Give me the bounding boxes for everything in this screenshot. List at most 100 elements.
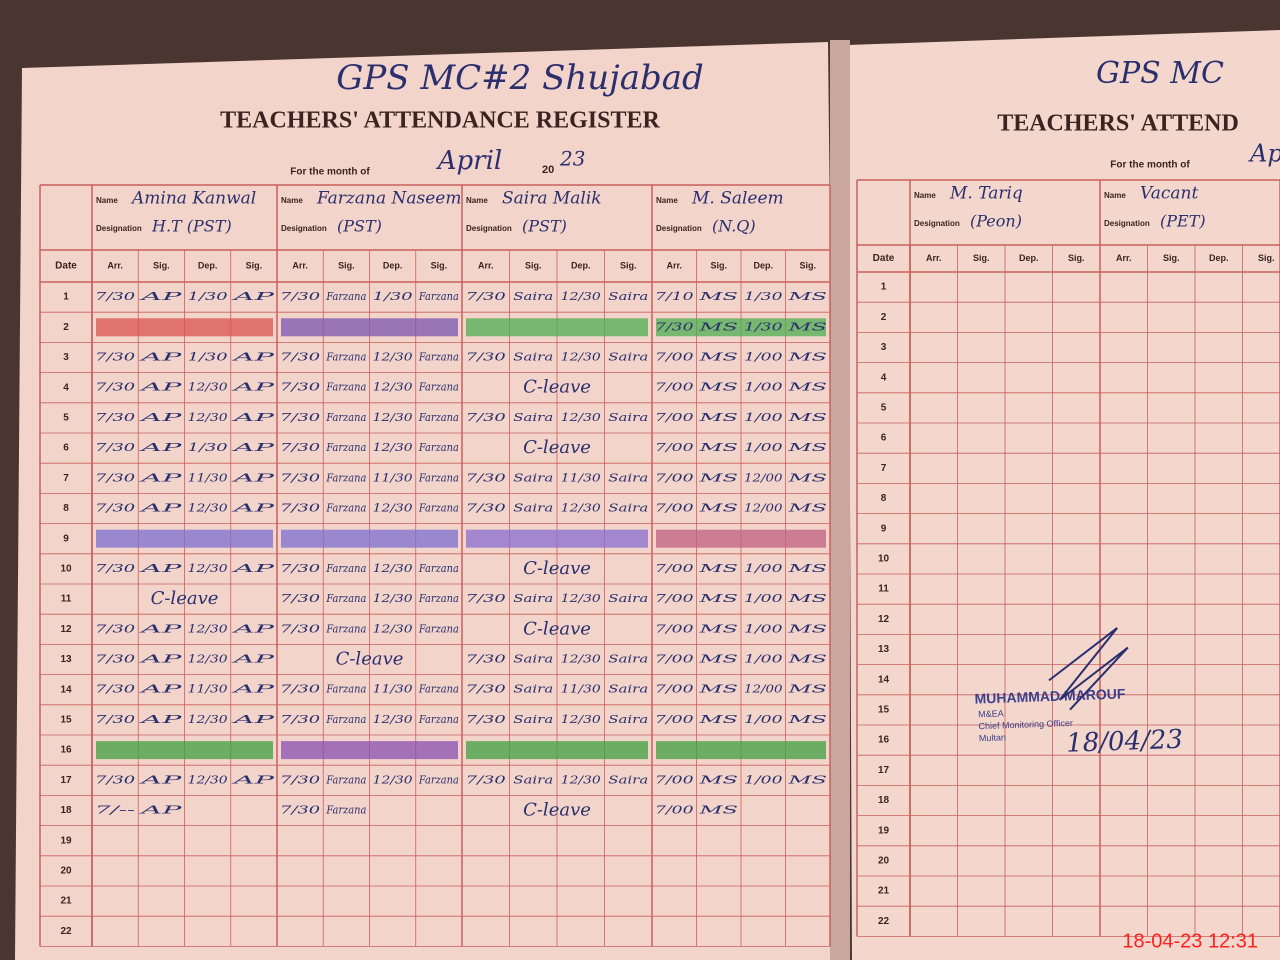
column-header: Date [55,261,77,272]
date: 17 [60,775,72,786]
attendance-entry: 1/30 [744,290,783,303]
attendance-entry: 7/30 [95,411,135,424]
name-label: Name [281,196,303,205]
attendance-entry: 7/30 [280,471,320,484]
date: 12 [60,624,72,635]
designation-label: Designation [466,224,512,233]
attendance-entry: Farzana [325,804,366,817]
column-header: Dep. [571,260,591,270]
date: 15 [878,705,890,716]
date: 11 [878,584,889,595]
attendance-entry: AP [139,441,183,454]
stamp-office: Chief Monitoring Officer [978,718,1073,731]
signature-date: 18/04/23 [1066,725,1184,759]
attendance-entry: AP [139,562,183,575]
attendance-entry: 12/30 [188,773,228,786]
teacher-designation: (Peon) [970,212,1022,231]
attendance-entry: 7/30 [466,471,506,484]
teacher-name: M. Tariq [949,184,1023,204]
school-note: GPS MC#2 Shujabad [336,58,704,98]
date: 13 [878,644,890,655]
attendance-entry: Farzana [418,622,459,635]
attendance-entry: 7/30 [280,713,320,726]
attendance-entry: Saira [513,653,553,666]
attendance-entry: AP [231,471,275,484]
attendance-entry: Saira [513,502,553,515]
attendance-entry: AP [231,653,275,666]
month: April [436,146,502,176]
attendance-entry: 7/30 [280,351,320,364]
attendance-entry: Farzana [325,773,366,786]
register-title: TEACHERS' ATTENDANCE REGISTER [220,108,660,134]
attendance-entry: 11/30 [561,683,601,696]
attendance-entry: Farzana [325,622,366,635]
designation-label: Designation [656,224,702,233]
date: 9 [63,533,69,544]
attendance-entry: 7/00 [655,592,694,605]
date: 7 [63,473,69,484]
date: 6 [881,433,887,444]
attendance-entry: 7/30 [95,471,135,484]
attendance-entry: MS [786,562,827,575]
attendance-entry: 7/00 [655,773,694,786]
attendance-entry: 7/30 [466,713,506,726]
attendance-entry: 1/00 [744,351,783,364]
school-note: GPS MC [1096,56,1224,91]
attendance-entry: MS [697,562,738,575]
attendance-entry: Saira [513,592,553,605]
attendance-entry: MS [697,441,738,454]
attendance-entry: Saira [608,713,648,726]
attendance-entry: Saira [608,773,648,786]
teacher-designation: H.T (PST) [151,217,232,236]
date: 14 [878,674,890,685]
attendance-entry: 1/30 [744,320,783,333]
attendance-entry: Farzana [418,502,459,515]
date: 21 [60,896,72,907]
attendance-entry: Farzana [418,773,459,786]
column-header: Sig. [973,253,990,263]
attendance-entry: 12/30 [561,592,601,605]
attendance-entry: 12/30 [373,502,413,515]
attendance-entry: MS [786,773,827,786]
attendance-entry: MS [786,622,827,635]
holiday-band [466,529,648,548]
attendance-entry: MS [786,290,827,303]
column-header: Arr. [666,260,682,270]
attendance-entry: 12/00 [744,683,783,696]
attendance-entry: 1/00 [744,653,783,666]
designation-label: Designation [1104,219,1150,228]
attendance-entry: 1/00 [744,381,783,394]
attendance-entry: 7/00 [655,502,694,515]
holiday-band [96,529,273,548]
attendance-entry: 7/30 [280,562,320,575]
attendance-entry: Farzana [325,683,366,696]
holiday-band [656,741,826,760]
attendance-entry: MS [786,411,827,424]
date: 3 [63,352,69,363]
attendance-entry: Farzana [325,471,366,484]
attendance-entry: 12/30 [561,290,601,303]
name-label: Name [914,191,936,200]
holiday-band [466,318,648,337]
attendance-entry: 12/30 [188,653,228,666]
attendance-entry: MS [697,622,738,635]
attendance-entry: Saira [513,290,553,303]
attendance-entry: 12/30 [188,502,228,515]
date: 3 [881,342,887,353]
leave-entry: C-leave [523,618,591,639]
stamp-role: M&EA [978,708,1004,719]
attendance-entry: MS [786,683,827,696]
attendance-entry: Farzana [325,592,366,605]
attendance-entry: 7/00 [655,713,694,726]
attendance-entry: Farzana [418,411,459,424]
column-header: Dep. [753,260,773,270]
attendance-entry: 7/30 [95,653,135,666]
attendance-entry: 12/30 [561,411,601,424]
column-header: Dep. [1209,253,1229,263]
attendance-entry: 11/30 [188,471,228,484]
column-header: Sig. [1068,253,1085,263]
column-header: Sig. [1258,253,1275,263]
attendance-entry: 1/00 [744,592,783,605]
attendance-entry: AP [139,804,183,817]
